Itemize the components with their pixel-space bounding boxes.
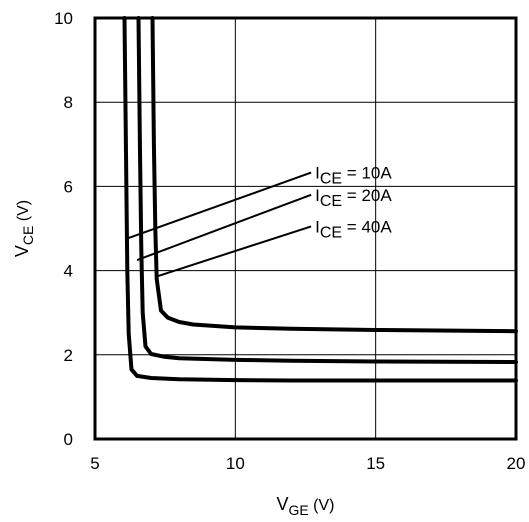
annotation-leader-lines: [125, 171, 312, 278]
x-tick-label: 20: [507, 454, 526, 473]
series-line-3: [150, 16, 518, 334]
series-label-sub: CE: [320, 171, 342, 188]
y-axis-label-main: V: [12, 245, 32, 257]
y-tick-label: 0: [64, 430, 73, 449]
y-axis-label-group: VCE (V): [12, 200, 36, 257]
y-tick-labels: 0 2 4 6 8 10: [54, 9, 73, 449]
grid-lines: [95, 18, 516, 439]
plot-frame: [93, 16, 518, 441]
series-label-main: I: [315, 186, 320, 205]
y-tick-label: 6: [64, 177, 73, 196]
series-label-rest: = 10A: [342, 164, 392, 183]
series-line-2: [136, 16, 518, 364]
annotation-leader-line: [136, 193, 312, 262]
x-tick-label: 10: [226, 454, 245, 473]
series-label-main: I: [315, 164, 320, 183]
y-axis-label-sub: CE: [20, 226, 36, 245]
x-axis-label-main: V: [276, 494, 288, 514]
series-lines: [122, 16, 518, 383]
series-label: ICE = 10A: [315, 164, 392, 188]
annotation-leader-line: [155, 225, 312, 278]
y-tick-label: 10: [54, 9, 73, 28]
x-tick-label: 15: [366, 454, 385, 473]
series-label: ICE = 40A: [315, 217, 392, 241]
series-label-sub: CE: [320, 193, 342, 210]
series-line-1: [122, 16, 518, 383]
annotation-leader-line: [125, 171, 312, 240]
y-axis-label: VCE (V): [12, 200, 36, 257]
series-label-rest: = 20A: [342, 186, 392, 205]
y-tick-label: 8: [64, 93, 73, 112]
y-tick-label: 2: [64, 346, 73, 365]
x-tick-label: 5: [90, 454, 99, 473]
x-axis-label-unit: (V): [309, 497, 335, 514]
y-tick-label: 4: [64, 262, 73, 281]
series-label-sub: CE: [320, 224, 342, 241]
x-axis-label: VGE (V): [276, 494, 334, 518]
y-axis-label-unit: (V): [15, 200, 32, 226]
x-tick-labels: 5 10 15 20: [90, 454, 525, 473]
x-axis-label-sub: GE: [289, 502, 309, 518]
series-label-rest: = 40A: [342, 217, 392, 236]
series-label-main: I: [315, 217, 320, 236]
series-label: ICE = 20A: [315, 186, 392, 210]
